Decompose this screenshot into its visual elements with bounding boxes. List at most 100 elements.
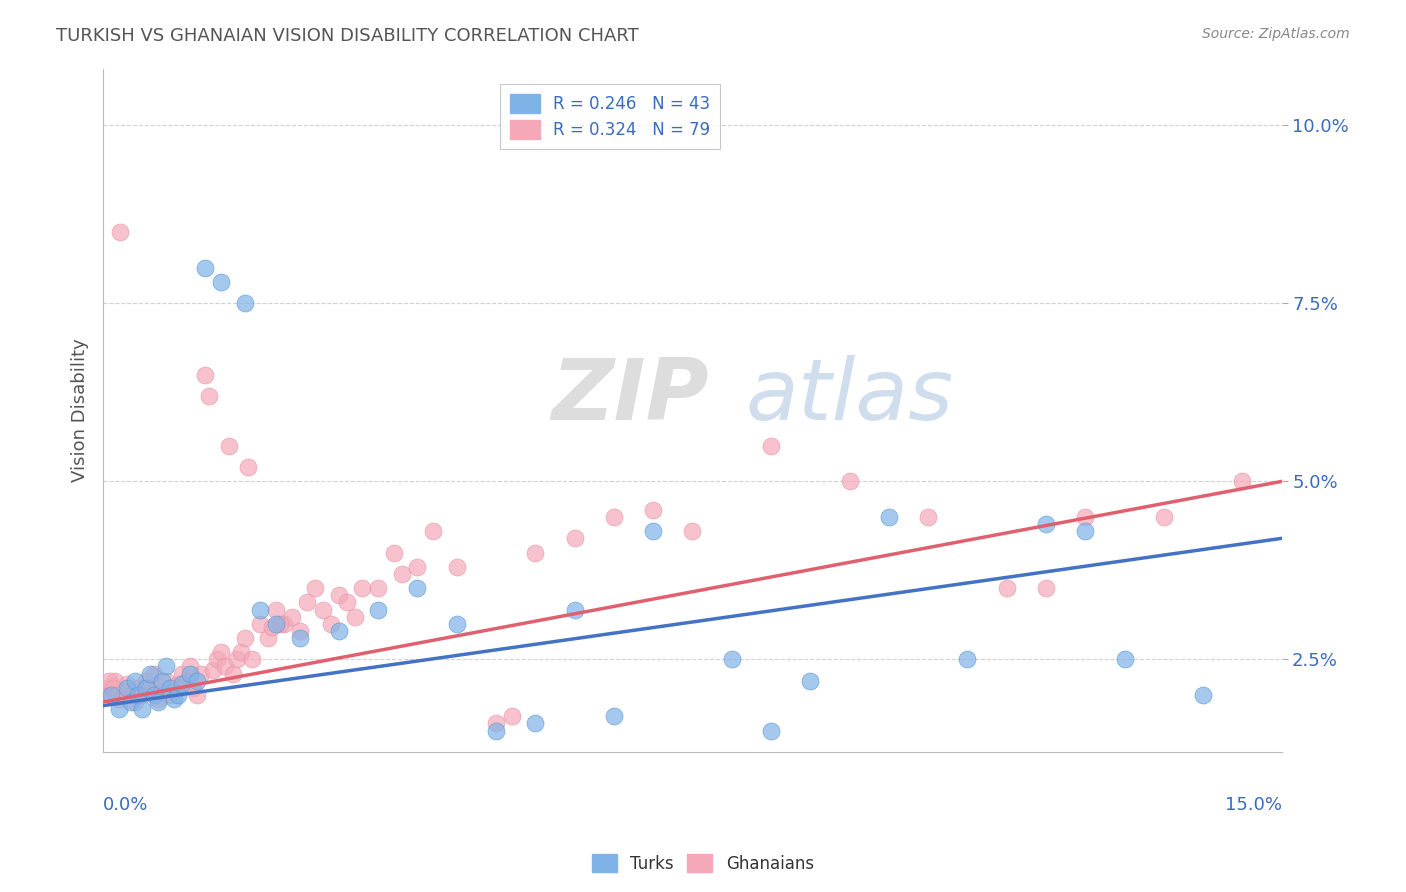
- Point: [1114, 652, 1136, 666]
- Point: [209, 275, 232, 289]
- Point: [524, 545, 547, 559]
- Text: 15.0%: 15.0%: [1225, 797, 1282, 814]
- Point: [799, 673, 821, 688]
- Text: 0.0%: 0.0%: [103, 797, 149, 814]
- Point: [159, 681, 181, 695]
- Point: [146, 695, 169, 709]
- Point: [202, 663, 225, 677]
- Point: [183, 681, 205, 695]
- Point: [406, 559, 429, 574]
- Point: [205, 652, 228, 666]
- Point: [249, 616, 271, 631]
- Point: [367, 581, 389, 595]
- Point: [108, 691, 131, 706]
- Point: [759, 723, 782, 738]
- Point: [159, 688, 181, 702]
- Point: [105, 688, 128, 702]
- Point: [111, 684, 134, 698]
- Point: [242, 652, 264, 666]
- Point: [1035, 581, 1057, 595]
- Point: [838, 475, 860, 489]
- Point: [297, 595, 319, 609]
- Point: [328, 624, 350, 638]
- Point: [564, 602, 586, 616]
- Point: [485, 716, 508, 731]
- Point: [422, 524, 444, 539]
- Point: [681, 524, 703, 539]
- Point: [643, 524, 665, 539]
- Point: [269, 616, 291, 631]
- Point: [225, 652, 247, 666]
- Point: [273, 616, 295, 631]
- Point: [190, 666, 212, 681]
- Point: [194, 368, 217, 382]
- Point: [139, 666, 162, 681]
- Point: [100, 688, 122, 702]
- Point: [603, 510, 626, 524]
- Point: [249, 602, 271, 616]
- Point: [264, 616, 287, 631]
- Point: [150, 673, 173, 688]
- Point: [146, 691, 169, 706]
- Point: [238, 460, 260, 475]
- Point: [343, 609, 366, 624]
- Point: [603, 709, 626, 723]
- Point: [131, 702, 153, 716]
- Point: [260, 620, 283, 634]
- Point: [564, 532, 586, 546]
- Point: [233, 631, 256, 645]
- Point: [643, 503, 665, 517]
- Point: [179, 666, 201, 681]
- Text: ZIP: ZIP: [551, 355, 709, 438]
- Point: [209, 645, 232, 659]
- Point: [720, 652, 742, 666]
- Point: [446, 559, 468, 574]
- Text: TURKISH VS GHANAIAN VISION DISABILITY CORRELATION CHART: TURKISH VS GHANAIAN VISION DISABILITY CO…: [56, 27, 638, 45]
- Point: [135, 673, 157, 688]
- Point: [124, 673, 146, 688]
- Point: [917, 510, 939, 524]
- Point: [100, 688, 122, 702]
- Point: [155, 673, 177, 688]
- Point: [96, 681, 118, 695]
- Point: [166, 688, 188, 702]
- Point: [319, 616, 342, 631]
- Point: [186, 673, 208, 688]
- Point: [143, 688, 166, 702]
- Point: [218, 439, 240, 453]
- Point: [131, 688, 153, 702]
- Legend: Turks, Ghanaians: Turks, Ghanaians: [585, 847, 821, 880]
- Point: [1035, 517, 1057, 532]
- Point: [264, 602, 287, 616]
- Point: [501, 709, 523, 723]
- Y-axis label: Vision Disability: Vision Disability: [72, 338, 89, 482]
- Point: [304, 581, 326, 595]
- Point: [170, 666, 193, 681]
- Point: [352, 581, 374, 595]
- Point: [759, 439, 782, 453]
- Point: [139, 681, 162, 695]
- Point: [367, 602, 389, 616]
- Point: [1232, 475, 1254, 489]
- Point: [485, 723, 508, 738]
- Text: Source: ZipAtlas.com: Source: ZipAtlas.com: [1202, 27, 1350, 41]
- Point: [166, 677, 188, 691]
- Point: [406, 581, 429, 595]
- Point: [391, 566, 413, 581]
- Point: [170, 677, 193, 691]
- Point: [115, 677, 138, 691]
- Point: [120, 688, 142, 702]
- Point: [288, 631, 311, 645]
- Point: [198, 389, 221, 403]
- Point: [120, 695, 142, 709]
- Point: [186, 688, 208, 702]
- Point: [288, 624, 311, 638]
- Point: [194, 260, 217, 275]
- Point: [135, 681, 157, 695]
- Point: [1074, 510, 1097, 524]
- Point: [127, 681, 149, 695]
- Point: [1153, 510, 1175, 524]
- Point: [524, 716, 547, 731]
- Point: [127, 688, 149, 702]
- Point: [163, 691, 186, 706]
